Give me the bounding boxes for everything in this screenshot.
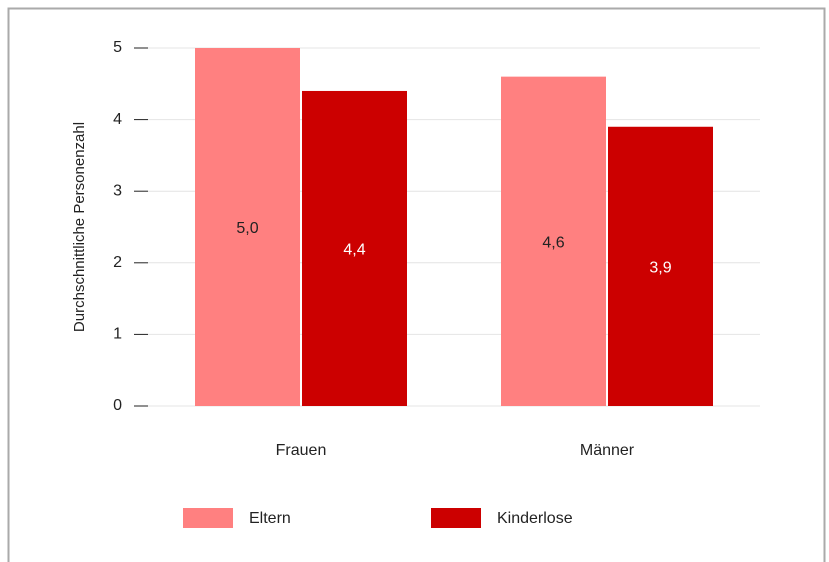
y-tick-label: 3 bbox=[113, 182, 122, 199]
y-axis-label: Durchschnittliche Personenzahl bbox=[71, 122, 88, 332]
value-label: 3,9 bbox=[649, 260, 671, 277]
legend-label: Eltern bbox=[249, 510, 291, 527]
value-label: 5,0 bbox=[236, 220, 258, 237]
y-tick-label: 5 bbox=[113, 39, 122, 56]
legend-swatch bbox=[183, 508, 233, 528]
x-tick-label: Frauen bbox=[276, 442, 327, 459]
bar bbox=[195, 48, 300, 406]
y-tick-label: 0 bbox=[113, 397, 122, 414]
x-tick-label: Männer bbox=[580, 442, 635, 459]
y-tick-label: 2 bbox=[113, 254, 122, 271]
y-tick-label: 4 bbox=[113, 111, 122, 128]
bar bbox=[608, 126, 713, 406]
bar bbox=[302, 90, 407, 407]
y-tick-label: 1 bbox=[113, 326, 122, 343]
bar bbox=[501, 76, 606, 406]
legend-label: Kinderlose bbox=[497, 510, 573, 527]
value-label: 4,4 bbox=[343, 242, 365, 259]
legend-swatch bbox=[431, 508, 481, 528]
value-label: 4,6 bbox=[542, 235, 564, 252]
